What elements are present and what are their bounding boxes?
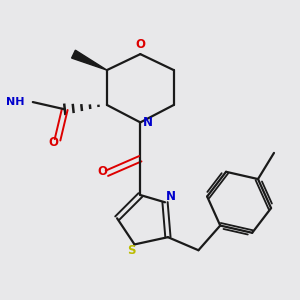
Text: S: S [128,244,136,257]
Polygon shape [72,50,107,70]
Text: O: O [98,165,108,178]
Text: NH: NH [6,97,24,107]
Text: O: O [135,38,145,51]
Text: N: N [166,190,176,203]
Text: N: N [142,116,153,129]
Text: O: O [48,136,58,149]
